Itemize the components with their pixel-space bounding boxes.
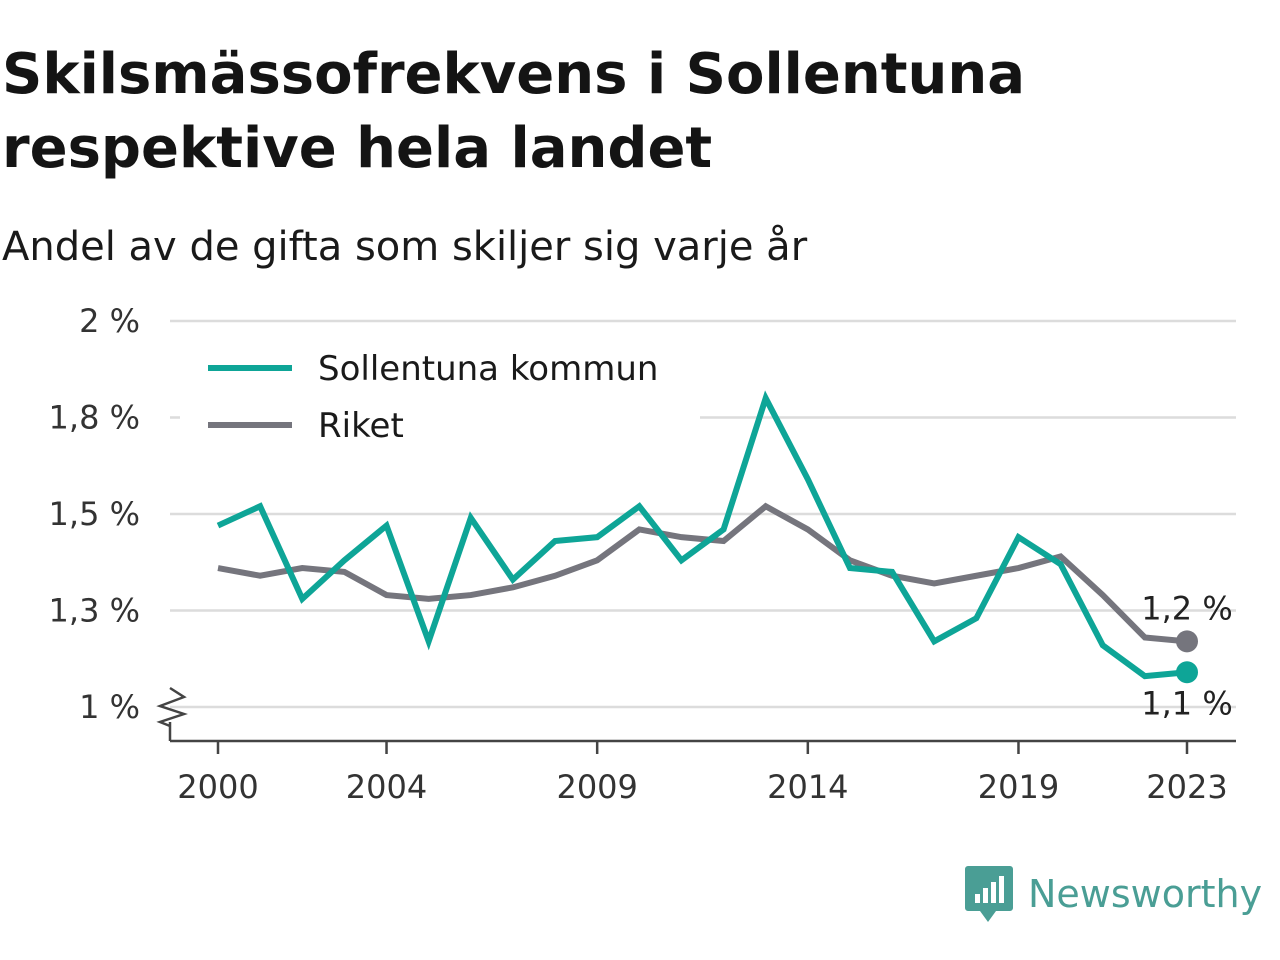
y-tick-label: 1,8 % xyxy=(49,399,140,437)
newsworthy-logo-icon xyxy=(965,866,1013,922)
x-tick-label: 2000 xyxy=(177,768,258,806)
page-title: Skilsmässofrekvens i Sollentuna respekti… xyxy=(2,42,1025,181)
axis-break-mark xyxy=(156,686,188,728)
x-tick-label: 2009 xyxy=(556,768,637,806)
end-label-riket: 1,2 % xyxy=(1141,589,1232,627)
y-tick-label: 1,3 % xyxy=(49,592,140,630)
brand-name: Newsworthy xyxy=(1028,872,1263,916)
end-label-sollentuna: 1,1 % xyxy=(1141,684,1232,722)
legend-label: Sollentuna kommun xyxy=(318,349,658,389)
legend-label: Riket xyxy=(318,406,404,446)
x-tick-label: 2014 xyxy=(767,768,848,806)
chart-subtitle: Andel av de gifta som skiljer sig varje … xyxy=(2,224,808,270)
x-tick-label: 2019 xyxy=(978,768,1059,806)
axes: 1 % 1,3 % 1,5 % 1,8 % 2 % 2000 2004 2009 2014 201… xyxy=(49,302,1236,806)
legend: Sollentuna kommun Riket xyxy=(180,340,700,458)
x-tick-label: 2004 xyxy=(346,768,427,806)
y-tick-label: 2 % xyxy=(79,302,140,340)
series-line-riket xyxy=(217,502,1188,645)
brand-logo: Newsworthy xyxy=(964,862,1262,926)
x-tick-label: 2023 xyxy=(1146,768,1227,806)
line-chart: 1 % 1,3 % 1,5 % 1,8 % 2 % 2000 2004 2009 2014 201… xyxy=(49,302,1236,806)
grid-lines xyxy=(170,319,1236,709)
end-point-sollentuna xyxy=(1176,661,1198,684)
y-tick-label: 1,5 % xyxy=(49,495,140,533)
series-line-sollentuna xyxy=(216,390,1188,680)
legend-background xyxy=(180,340,700,458)
y-tick-label: 1 % xyxy=(79,688,140,726)
series-lines xyxy=(216,390,1198,684)
end-labels: 1,2 % 1,1 % xyxy=(1141,589,1232,722)
end-point-riket xyxy=(1176,630,1198,653)
